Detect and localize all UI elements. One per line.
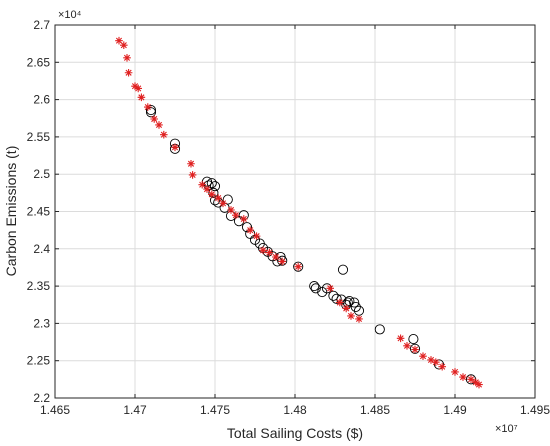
asterisk-point — [240, 215, 248, 223]
asterisk-point — [246, 226, 254, 234]
asterisk-point — [252, 232, 261, 240]
circle-point — [293, 261, 304, 272]
circle-point — [344, 295, 355, 307]
asterisk-point — [342, 304, 350, 313]
asterisk-point — [198, 180, 206, 189]
data-series — [115, 36, 483, 389]
circle-point — [408, 334, 419, 345]
x-axis-title: Total Sailing Costs ($) — [227, 425, 363, 441]
circle-point — [349, 297, 360, 308]
x-tick-label: 1.485 — [360, 403, 390, 417]
circle-point — [433, 359, 445, 370]
asterisk-point — [472, 378, 480, 387]
x-tick-label: 1.49 — [443, 403, 467, 417]
asterisk-point — [214, 194, 222, 202]
asterisk-point — [203, 185, 211, 193]
asterisk-point — [259, 246, 267, 255]
x-tick-label: 1.495 — [520, 403, 550, 417]
circle-point — [145, 107, 157, 118]
asterisk-point — [336, 298, 344, 307]
asterisk-point — [150, 115, 158, 123]
circle-point — [241, 222, 253, 233]
circle-point — [208, 187, 219, 198]
circle-point — [206, 178, 217, 189]
asterisk-point — [272, 253, 280, 261]
y-tick-label: 2.4 — [33, 242, 50, 256]
asterisk-point — [137, 93, 146, 102]
circle-point — [409, 343, 421, 354]
asterisk-point — [124, 68, 133, 77]
y-tick-label: 2.2 — [33, 391, 50, 405]
circle-point — [277, 255, 288, 266]
asterisk-point — [155, 121, 163, 129]
x-exponent-label: ×10⁷ — [495, 423, 518, 435]
asterisk-point — [115, 36, 123, 45]
asterisk-point — [208, 190, 216, 199]
axis-ticks: 1.465 1.47 1.475 1.48 1.485 1.49 1.495 2.2 2.25 2… — [27, 18, 550, 417]
asterisk-point — [294, 262, 302, 271]
asterisk-point — [403, 341, 411, 350]
x-tick-label: 1.48 — [283, 403, 307, 417]
x-tick-label: 1.47 — [123, 403, 147, 417]
asterisk-point — [459, 373, 467, 381]
asterisk-point — [438, 362, 446, 371]
asterisk-point — [188, 171, 197, 179]
circle-point — [310, 283, 321, 294]
asterisk-point — [160, 130, 168, 139]
y-tick-label: 2.65 — [27, 55, 51, 69]
circle-point — [331, 293, 342, 304]
grid — [54, 24, 536, 399]
y-axis-title: Carbon Emissions (t) — [3, 146, 19, 277]
circle-point — [374, 324, 385, 335]
asterisk-point — [131, 82, 139, 90]
asterisk-point — [396, 334, 405, 343]
asterisk-point — [467, 375, 475, 384]
y-tick-label: 2.5 — [33, 167, 50, 181]
asterisk-point — [278, 257, 286, 266]
y-exponent-label: ×10⁴ — [58, 9, 82, 21]
asterisk-point — [187, 159, 195, 168]
y-tick-label: 2.35 — [27, 279, 51, 293]
asterisk-point — [134, 84, 142, 93]
circle-point — [145, 104, 157, 116]
circle-point — [350, 301, 361, 313]
asterisk-point — [171, 143, 179, 152]
asterisk-point — [326, 284, 334, 293]
asterisk-point — [120, 41, 128, 49]
y-tick-label: 2.6 — [33, 93, 50, 107]
asterisk-point — [227, 206, 235, 214]
asterisk-point — [432, 358, 440, 366]
asterisk-point — [347, 312, 355, 320]
asterisk-point — [411, 345, 419, 354]
asterisk-point — [123, 54, 131, 62]
y-tick-label: 2.45 — [27, 205, 51, 219]
y-tick-label: 2.3 — [33, 316, 50, 330]
asterisk-series — [115, 36, 483, 389]
circle-series — [145, 104, 477, 385]
circle-point — [337, 264, 349, 275]
x-tick-label: 1.475 — [200, 403, 230, 417]
asterisk-point — [232, 211, 240, 220]
asterisk-point — [355, 315, 363, 323]
y-tick-label: 2.25 — [27, 354, 51, 368]
asterisk-point — [419, 352, 427, 361]
y-tick-label: 2.55 — [27, 130, 51, 144]
circle-point — [209, 181, 221, 192]
y-tick-label: 2.7 — [33, 18, 50, 32]
circle-point — [309, 281, 320, 292]
asterisk-point — [265, 248, 274, 257]
asterisk-point — [219, 199, 227, 208]
circle-point — [209, 195, 221, 206]
asterisk-point — [427, 356, 435, 364]
asterisk-point — [451, 368, 459, 376]
x-tick-label: 1.465 — [40, 403, 70, 417]
asterisk-point — [475, 380, 483, 389]
asterisk-point — [144, 103, 152, 111]
